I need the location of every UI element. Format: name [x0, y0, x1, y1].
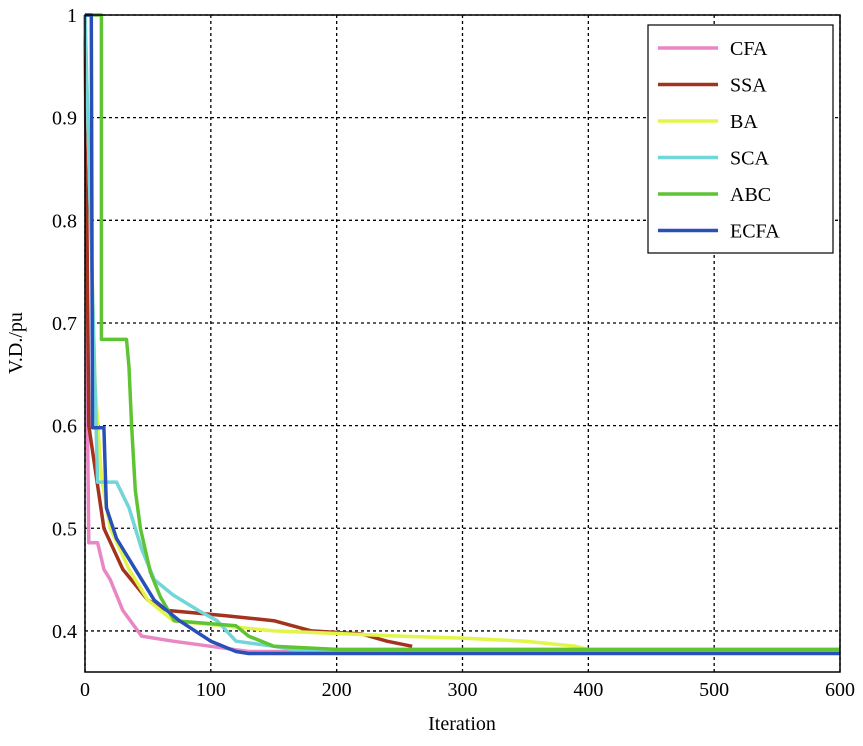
legend-label-abc: ABC	[730, 184, 771, 206]
x-axis-label: Iteration	[428, 713, 496, 735]
legend: CFA SSA BA SCA ABC ECFA	[647, 24, 834, 254]
legend-label-sca: SCA	[730, 148, 769, 170]
tick-labels: 0 100 200 300 400 500 600 0.4 0.5 0.6 0.7 0.8 0.9 1	[52, 5, 855, 701]
legend-label-ba: BA	[730, 111, 758, 133]
x-tick-label: 400	[573, 679, 603, 701]
x-tick-label: 0	[80, 679, 90, 701]
x-tick-label: 200	[322, 679, 352, 701]
series-lines	[83, 13, 840, 656]
x-tick-label: 300	[448, 679, 478, 701]
legend-label-cfa: CFA	[730, 38, 768, 60]
legend-label-ecfa: ECFA	[730, 221, 780, 243]
y-tick-label: 0.4	[52, 621, 77, 643]
legend-label-ssa: SSA	[730, 75, 767, 97]
y-tick-label: 0.5	[52, 518, 77, 540]
y-tick-label: 0.8	[52, 210, 77, 232]
x-tick-label: 500	[699, 679, 729, 701]
x-tick-label: 100	[196, 679, 226, 701]
series-line-cfa	[83, 14, 840, 654]
series-line-ssa	[83, 14, 413, 649]
series-line-ecfa	[85, 13, 840, 656]
y-tick-label: 0.7	[52, 313, 77, 335]
plot-frame	[84, 14, 841, 673]
y-tick-label: 0.6	[52, 416, 77, 438]
y-axis-label: V.D./pu	[5, 312, 27, 374]
x-tick-label: 600	[825, 679, 855, 701]
y-tick-label: 1	[67, 5, 77, 27]
series-line-abc	[85, 13, 840, 652]
legend-box	[647, 24, 834, 254]
y-tick-label: 0.9	[52, 108, 77, 130]
